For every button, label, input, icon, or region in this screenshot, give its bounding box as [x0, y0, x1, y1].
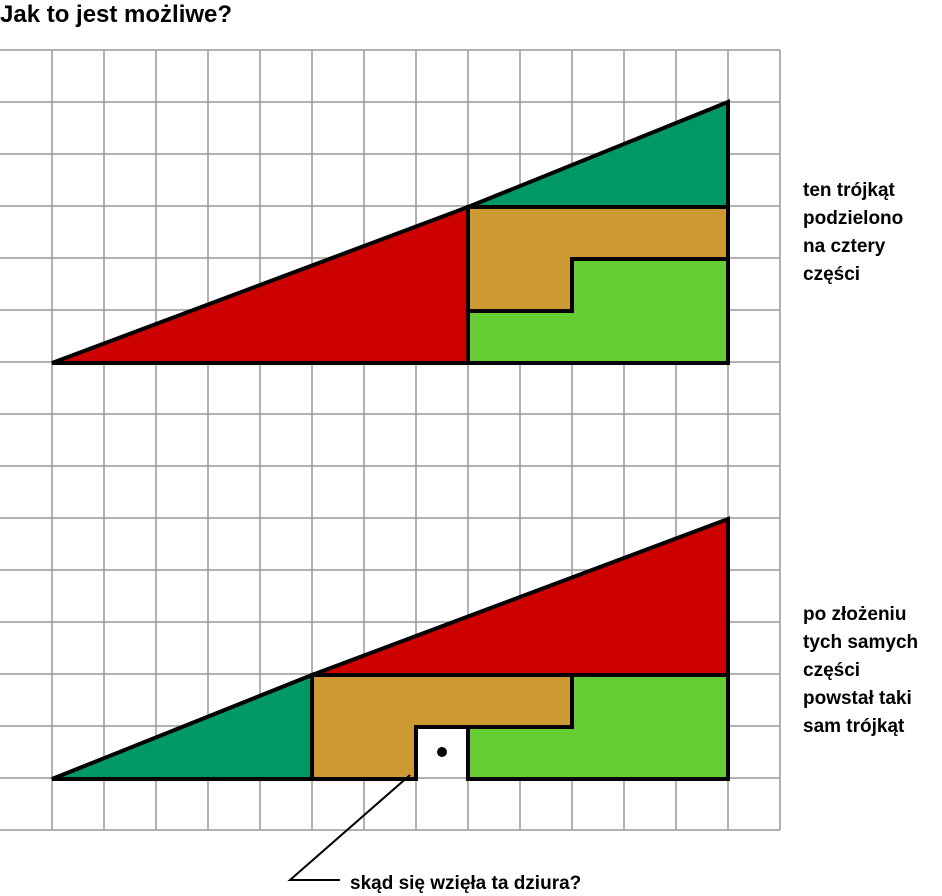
caption-line: powstał taki	[803, 688, 912, 709]
caption-line: po złożeniu	[803, 604, 906, 625]
lightgreen-piece	[466, 257, 730, 365]
leader-line	[287, 774, 411, 881]
lightgreen-piece	[466, 673, 730, 781]
hole-dot	[437, 747, 447, 757]
caption-line: tych samych	[803, 632, 918, 653]
caption-line: ten trójkąt	[803, 180, 896, 201]
title: Jak to jest możliwe?	[0, 1, 232, 28]
green-triangle	[51, 672, 314, 781]
caption-line: podzielono	[803, 208, 903, 229]
caption-line: części	[803, 660, 860, 681]
caption-line: części	[803, 264, 860, 285]
caption-line: sam trójkąt	[803, 716, 905, 737]
hole-caption: skąd się wzięła ta dziura?	[350, 873, 581, 894]
caption-line: na cztery	[803, 236, 886, 257]
